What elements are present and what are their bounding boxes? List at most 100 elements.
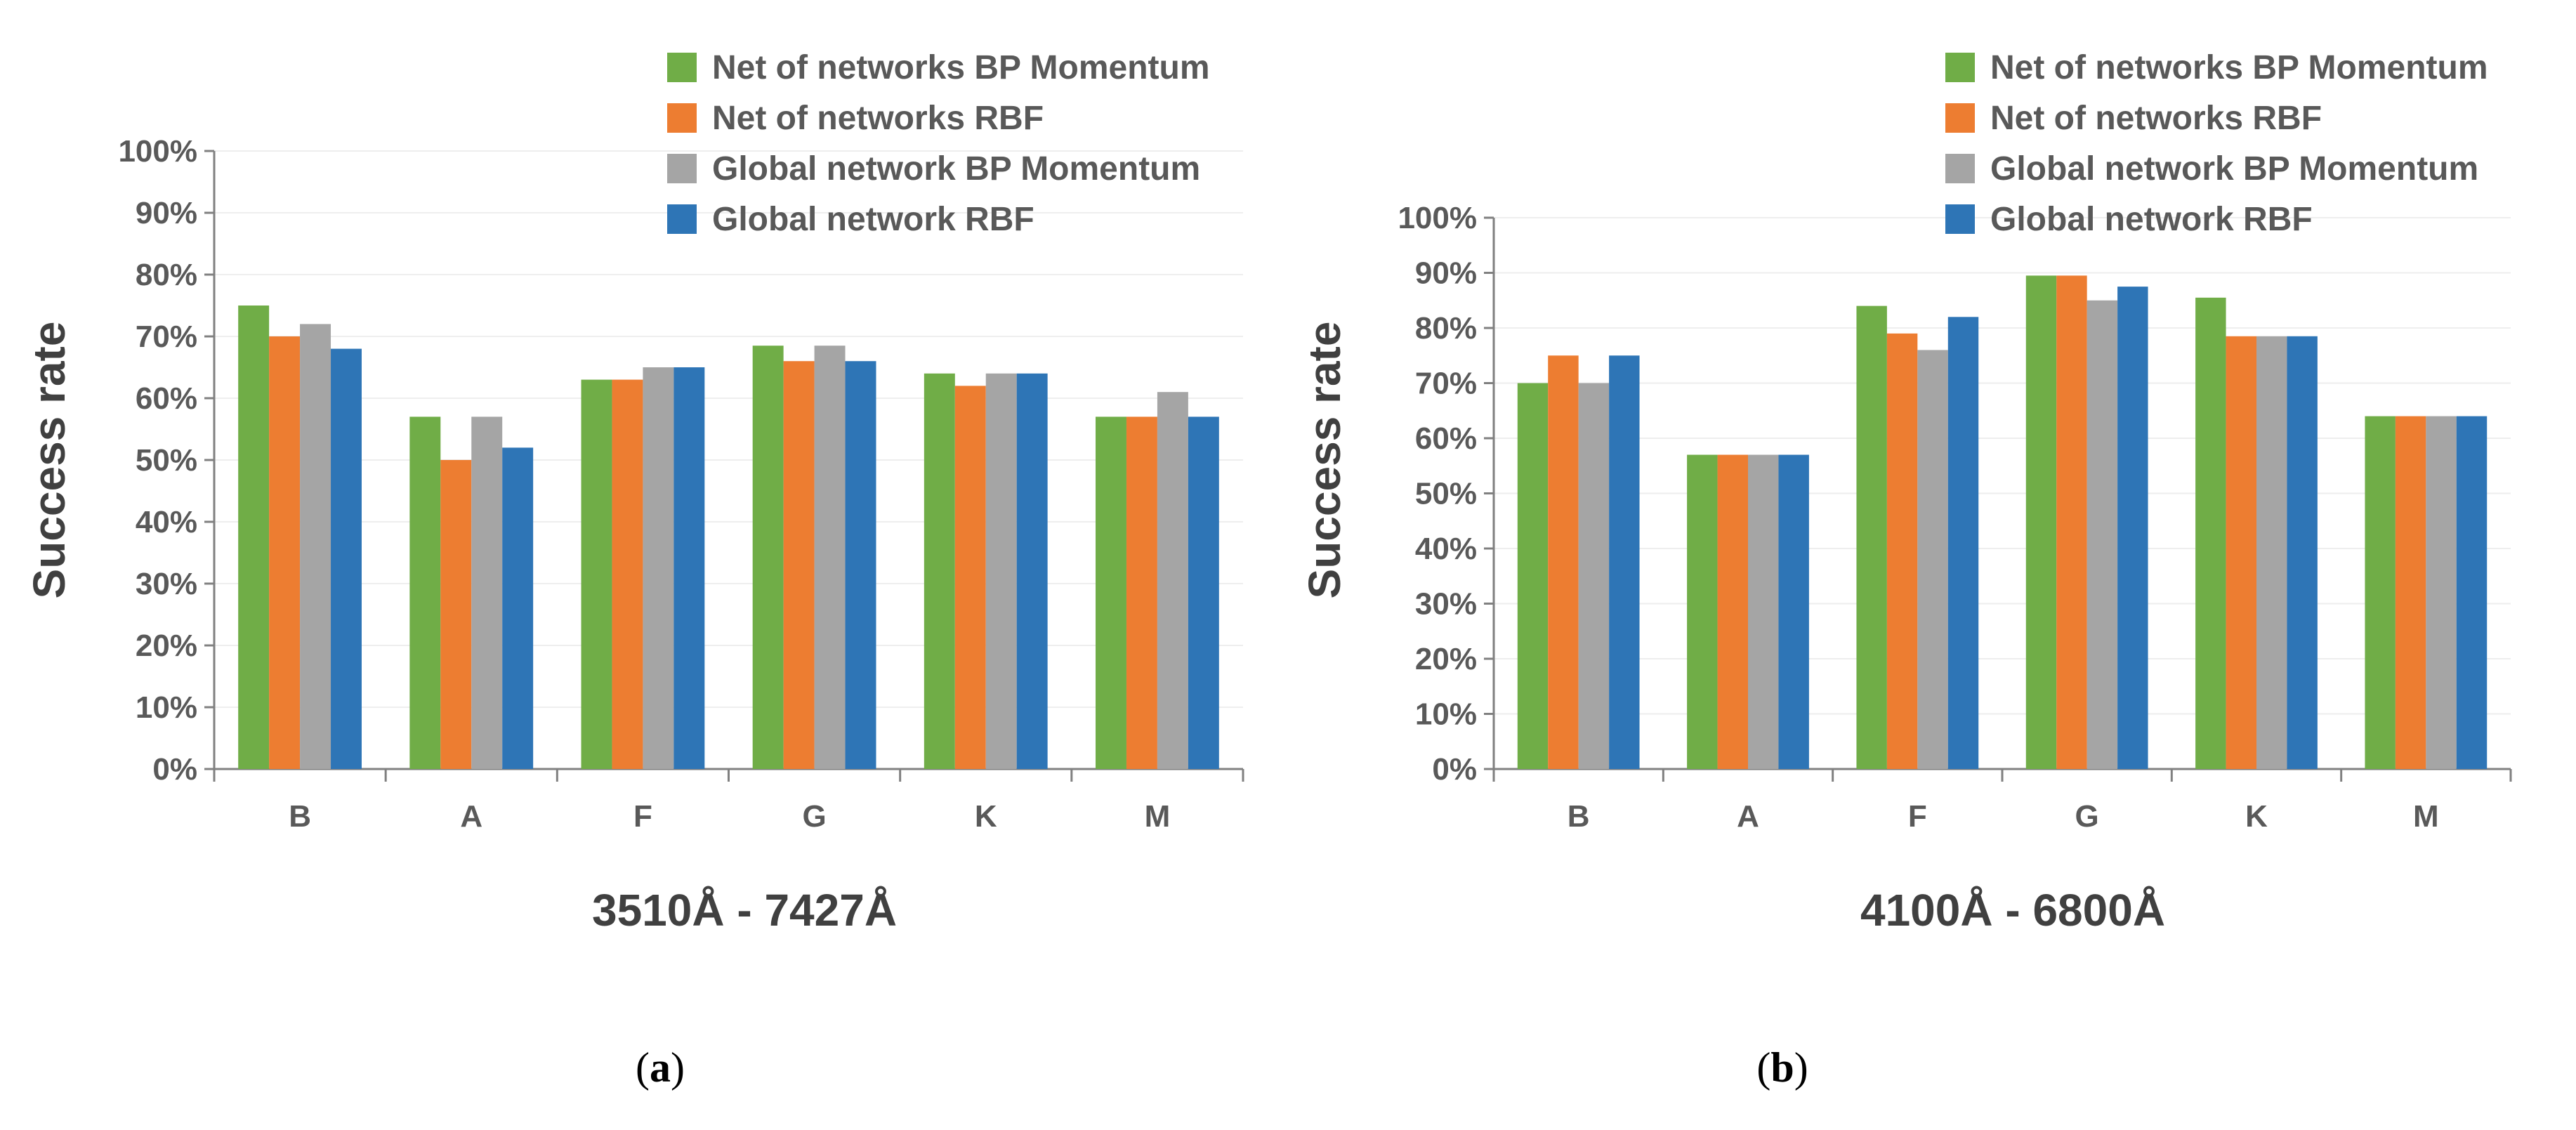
bar-a-series-4	[1778, 454, 1809, 769]
y-tick-label: 0%	[152, 752, 197, 787]
y-tick-label: 50%	[136, 443, 197, 478]
panel-label: (b)	[1756, 1044, 1808, 1091]
bar-k-series-4	[1016, 373, 1048, 769]
x-tick-label: B	[1568, 799, 1590, 834]
y-tick-label: 100%	[118, 134, 197, 169]
legend-swatch	[667, 204, 697, 234]
x-tick-label: B	[289, 799, 311, 834]
x-tick-label: G	[802, 799, 826, 834]
bar-g-series-4	[2117, 287, 2148, 769]
legend-swatch	[667, 53, 697, 82]
bar-a-series-1	[409, 416, 441, 769]
legend-entry: Net of networks BP Momentum	[712, 49, 1210, 86]
y-tick-label: 50%	[1415, 477, 1477, 511]
x-tick-label: K	[2245, 799, 2268, 834]
bar-k-series-4	[2287, 336, 2318, 769]
bar-m-series-3	[1157, 392, 1188, 769]
bar-g-series-1	[752, 346, 784, 769]
bar-m-series-4	[2456, 416, 2488, 769]
y-tick-label: 40%	[136, 505, 197, 539]
bar-m-series-3	[2426, 416, 2457, 769]
bar-f-series-1	[1856, 306, 1887, 770]
y-tick-label: 0%	[1432, 752, 1477, 787]
y-tick-label: 90%	[136, 196, 197, 230]
x-tick-label: K	[975, 799, 997, 834]
bar-a-series-2	[440, 460, 472, 769]
bar-b-series-3	[300, 324, 331, 769]
legend-entry: Global network BP Momentum	[1990, 150, 2478, 188]
y-tick-label: 100%	[1398, 201, 1477, 235]
y-axis-label: Success rate	[1299, 322, 1350, 599]
legend-entry: Net of networks RBF	[1990, 100, 2322, 137]
bar-m-series-2	[1126, 416, 1157, 769]
bar-b-series-4	[1609, 355, 1640, 769]
bar-k-series-1	[2195, 297, 2226, 769]
y-tick-label: 30%	[136, 567, 197, 601]
x-axis-title: 4100Å - 6800Å	[1860, 885, 2165, 935]
bar-b-series-3	[1578, 383, 1610, 769]
legend: Net of networks BP Momentum Net of networ…	[1945, 49, 2488, 238]
y-tick-label: 60%	[1415, 421, 1477, 456]
x-axis-title: 3510Å - 7427Å	[592, 885, 897, 935]
bar-g-series-4	[845, 361, 876, 769]
bar-g-series-1	[2025, 275, 2057, 769]
bar-a-series-1	[1687, 454, 1718, 769]
bar-a-series-4	[502, 447, 534, 769]
bar-a-series-2	[1717, 454, 1748, 769]
bar-k-series-2	[2226, 336, 2256, 769]
legend-swatch	[1945, 103, 1975, 133]
bar-b-series-2	[1548, 355, 1579, 769]
y-tick-label: 30%	[1415, 587, 1477, 622]
y-tick-label: 70%	[1415, 367, 1477, 401]
y-tick-label: 80%	[1415, 311, 1477, 346]
bar-m-series-1	[1096, 416, 1126, 769]
x-tick-label: A	[1737, 799, 1759, 834]
legend-swatch	[667, 103, 697, 133]
x-tick-label: A	[460, 799, 482, 834]
bar-k-series-3	[2256, 336, 2287, 769]
y-tick-label: 10%	[1415, 697, 1477, 732]
legend-entry: Net of networks BP Momentum	[1990, 49, 2488, 86]
y-tick-label: 80%	[136, 258, 197, 292]
bar-m-series-1	[2365, 416, 2396, 769]
y-tick-label: 60%	[136, 381, 197, 416]
bar-a-series-3	[471, 416, 503, 769]
legend-entry: Global network BP Momentum	[712, 150, 1200, 188]
bar-f-series-4	[673, 367, 705, 769]
bar-a-series-3	[1748, 454, 1779, 769]
bar-g-series-2	[2056, 275, 2087, 769]
legend-swatch	[1945, 53, 1975, 82]
y-tick-label: 10%	[136, 690, 197, 725]
chart-panel-a: 0% 10% 20% 30% 40% 50% 60% 70% 80% 90% 100% B A F G K M S…	[24, 49, 1244, 1091]
chart-panel-b: 0% 10% 20% 30% 40% 50% 60% 70% 80% 90% 100% B A F G K M S…	[1299, 49, 2512, 1091]
legend-entry: Global network RBF	[712, 201, 1034, 238]
bar-f-series-4	[1947, 317, 1979, 769]
bar-g-series-3	[814, 346, 846, 769]
bar-m-series-4	[1188, 416, 1219, 769]
y-tick-label: 70%	[136, 320, 197, 354]
x-tick-label: M	[1145, 799, 1171, 834]
bar-f-series-2	[1886, 333, 1918, 770]
bar-k-series-3	[985, 373, 1017, 769]
bar-m-series-2	[2395, 416, 2426, 769]
legend-swatch	[1945, 204, 1975, 234]
bar-g-series-2	[783, 361, 815, 769]
bar-f-series-2	[612, 379, 643, 769]
bar-k-series-2	[954, 386, 986, 769]
y-tick-label: 90%	[1415, 256, 1477, 291]
bar-f-series-3	[1917, 350, 1948, 769]
legend-swatch	[1945, 154, 1975, 183]
legend: Net of networks BP Momentum Net of networ…	[667, 49, 1210, 238]
y-tick-label: 20%	[1415, 642, 1477, 676]
bar-f-series-1	[581, 379, 612, 769]
y-tick-label: 40%	[1415, 532, 1477, 566]
y-tick-label: 20%	[136, 629, 197, 663]
x-tick-label: M	[2413, 799, 2439, 834]
x-tick-label: F	[1908, 799, 1927, 834]
bar-g-series-3	[2087, 300, 2118, 769]
x-tick-label: G	[2075, 799, 2099, 834]
bar-k-series-1	[924, 373, 955, 769]
legend-entry: Global network RBF	[1990, 201, 2313, 238]
